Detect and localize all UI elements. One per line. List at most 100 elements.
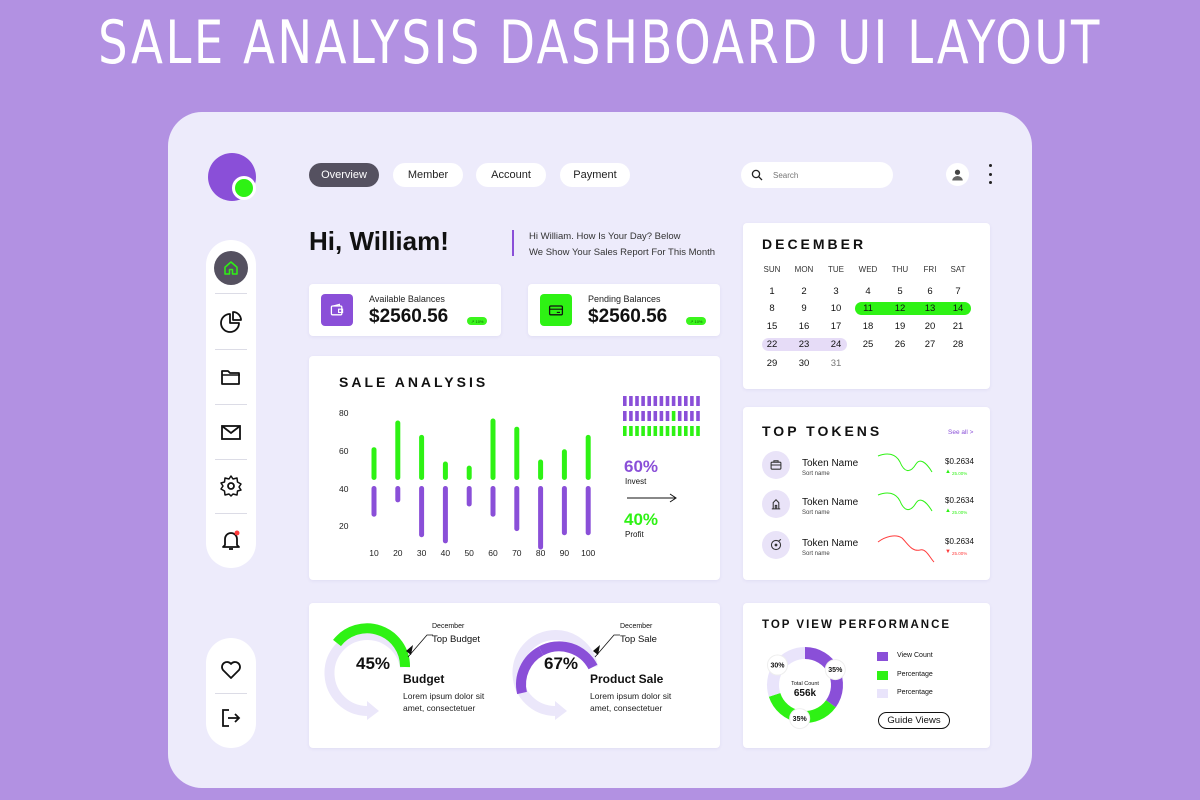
legend-swatch bbox=[877, 689, 888, 698]
user-icon bbox=[952, 169, 963, 181]
mini-bar bbox=[653, 411, 658, 421]
calendar-day[interactable]: 30 bbox=[798, 358, 810, 369]
calendar-day[interactable]: 29 bbox=[766, 358, 778, 369]
greeting-line-1: Hi William. How Is Your Day? Below bbox=[529, 231, 681, 242]
calendar-day[interactable]: 31 bbox=[830, 358, 842, 369]
tab-payment[interactable]: Payment bbox=[560, 163, 630, 187]
search-icon bbox=[751, 169, 763, 181]
calendar-day[interactable]: 10 bbox=[830, 303, 842, 314]
sidebar-item-settings[interactable] bbox=[206, 464, 256, 508]
calendar-day[interactable]: 12 bbox=[894, 303, 906, 314]
balance-label: Pending Balances bbox=[588, 294, 661, 304]
calendar-day[interactable]: 22 bbox=[766, 339, 778, 350]
calendar-weekday: THU bbox=[891, 265, 909, 274]
greeting-title: Hi, William! bbox=[309, 226, 449, 256]
calendar-day[interactable]: 4 bbox=[865, 286, 871, 297]
donut-bubble bbox=[824, 659, 846, 681]
avatar[interactable] bbox=[946, 163, 969, 186]
gear-icon bbox=[220, 475, 242, 497]
calendar-day[interactable]: 23 bbox=[798, 339, 810, 350]
x-tick-label: 90 bbox=[560, 548, 570, 558]
sidebar-item-files[interactable] bbox=[206, 355, 256, 399]
sidebar-item-favorites[interactable] bbox=[206, 648, 256, 692]
sidebar-item-notifications[interactable] bbox=[206, 518, 256, 562]
calendar-day[interactable]: 17 bbox=[830, 321, 842, 332]
progress-rings bbox=[324, 623, 620, 720]
calendar-day[interactable]: 24 bbox=[830, 339, 842, 350]
mini-bar bbox=[659, 396, 664, 406]
tab-member[interactable]: Member bbox=[393, 163, 463, 187]
mini-bar bbox=[623, 396, 627, 406]
sidebar-item-analytics[interactable] bbox=[206, 300, 256, 344]
profit-bar bbox=[371, 486, 377, 517]
mini-bar bbox=[671, 411, 676, 421]
calendar-day[interactable]: 18 bbox=[862, 321, 874, 332]
calendar-weekday: MON bbox=[794, 265, 814, 274]
greeting-subtitle: Hi William. How Is Your Day? Below We Sh… bbox=[529, 229, 729, 261]
mini-bar bbox=[629, 396, 633, 406]
folder-icon bbox=[221, 370, 240, 385]
calendar-day[interactable]: 2 bbox=[801, 286, 807, 297]
invest-bar bbox=[514, 426, 520, 480]
profit-bar bbox=[442, 486, 448, 544]
invest-bar bbox=[371, 447, 377, 480]
mini-bar bbox=[684, 411, 688, 421]
budget-month: December bbox=[432, 623, 465, 630]
calendar-day[interactable]: 5 bbox=[897, 286, 903, 297]
calendar-day[interactable]: 28 bbox=[952, 339, 964, 350]
invest-bar bbox=[466, 465, 472, 480]
logo-dot bbox=[232, 176, 256, 200]
x-tick-label: 40 bbox=[441, 548, 451, 558]
guide-views-button[interactable]: Guide Views bbox=[878, 712, 950, 729]
sale-month: December bbox=[620, 623, 653, 630]
calendar-day[interactable]: 26 bbox=[894, 339, 906, 350]
calendar-day[interactable]: 11 bbox=[863, 303, 873, 314]
sidebar-item-mail[interactable] bbox=[206, 410, 256, 454]
calendar-day[interactable]: 25 bbox=[862, 339, 874, 350]
legend-swatch bbox=[877, 652, 888, 661]
x-tick-label: 10 bbox=[369, 548, 379, 558]
invest-bar bbox=[561, 449, 567, 480]
token-sparkline bbox=[877, 535, 935, 563]
calendar-day[interactable]: 9 bbox=[801, 303, 807, 314]
sale-desc-line-1: Lorem ipsum dolor sit bbox=[590, 691, 672, 701]
sidebar-item-home[interactable] bbox=[206, 246, 256, 290]
tab-overview[interactable]: Overview bbox=[309, 163, 379, 187]
y-tick-label: 40 bbox=[339, 484, 349, 494]
budget-name: Budget bbox=[403, 672, 445, 686]
calendar-day[interactable]: 8 bbox=[769, 303, 775, 314]
budget-description: Lorem ipsum dolor sit amet, consectetuer bbox=[403, 690, 513, 714]
page-headline: SALE ANALYSIS DASHBOARD UI LAYOUT bbox=[98, 8, 1102, 78]
see-all-link[interactable]: See all > bbox=[948, 429, 974, 436]
calendar-day[interactable]: 19 bbox=[894, 321, 906, 332]
calendar-day[interactable]: 27 bbox=[924, 339, 936, 350]
profit-bar bbox=[395, 486, 401, 503]
calendar-day[interactable]: 3 bbox=[833, 286, 839, 297]
token-price: $0.2634 bbox=[945, 537, 974, 546]
search-bar bbox=[741, 162, 893, 188]
calendar-day[interactable]: 15 bbox=[766, 321, 778, 332]
sale-chart: 80 60 40 20 10 20 30 40 50 60 70 80 90 100 bbox=[339, 396, 700, 558]
profit-bar bbox=[419, 486, 425, 538]
calendar-day[interactable]: 21 bbox=[952, 321, 964, 332]
calendar-day[interactable]: 14 bbox=[952, 303, 964, 314]
calendar-day[interactable]: 1 bbox=[769, 286, 775, 297]
token-price: $0.2634 bbox=[945, 496, 974, 505]
mail-icon bbox=[221, 425, 241, 440]
calendar-month: DECEMBER bbox=[762, 236, 867, 252]
token-sparkline bbox=[877, 453, 933, 473]
calendar-day[interactable]: 20 bbox=[924, 321, 936, 332]
sidebar-item-logout[interactable] bbox=[206, 696, 256, 740]
heart-icon bbox=[221, 661, 241, 679]
mini-bar bbox=[629, 426, 633, 436]
legend-label: Percentage bbox=[897, 671, 933, 678]
calendar-day[interactable]: 16 bbox=[798, 321, 810, 332]
calendar-day[interactable]: 7 bbox=[955, 286, 961, 297]
more-options-button[interactable] bbox=[987, 164, 993, 184]
tab-account[interactable]: Account bbox=[476, 163, 546, 187]
calendar-day[interactable]: 13 bbox=[924, 303, 936, 314]
search-input[interactable] bbox=[773, 170, 883, 180]
calendar-day[interactable]: 6 bbox=[927, 286, 933, 297]
calendar-selection-highlight bbox=[762, 338, 847, 351]
legend-swatch bbox=[877, 671, 888, 680]
